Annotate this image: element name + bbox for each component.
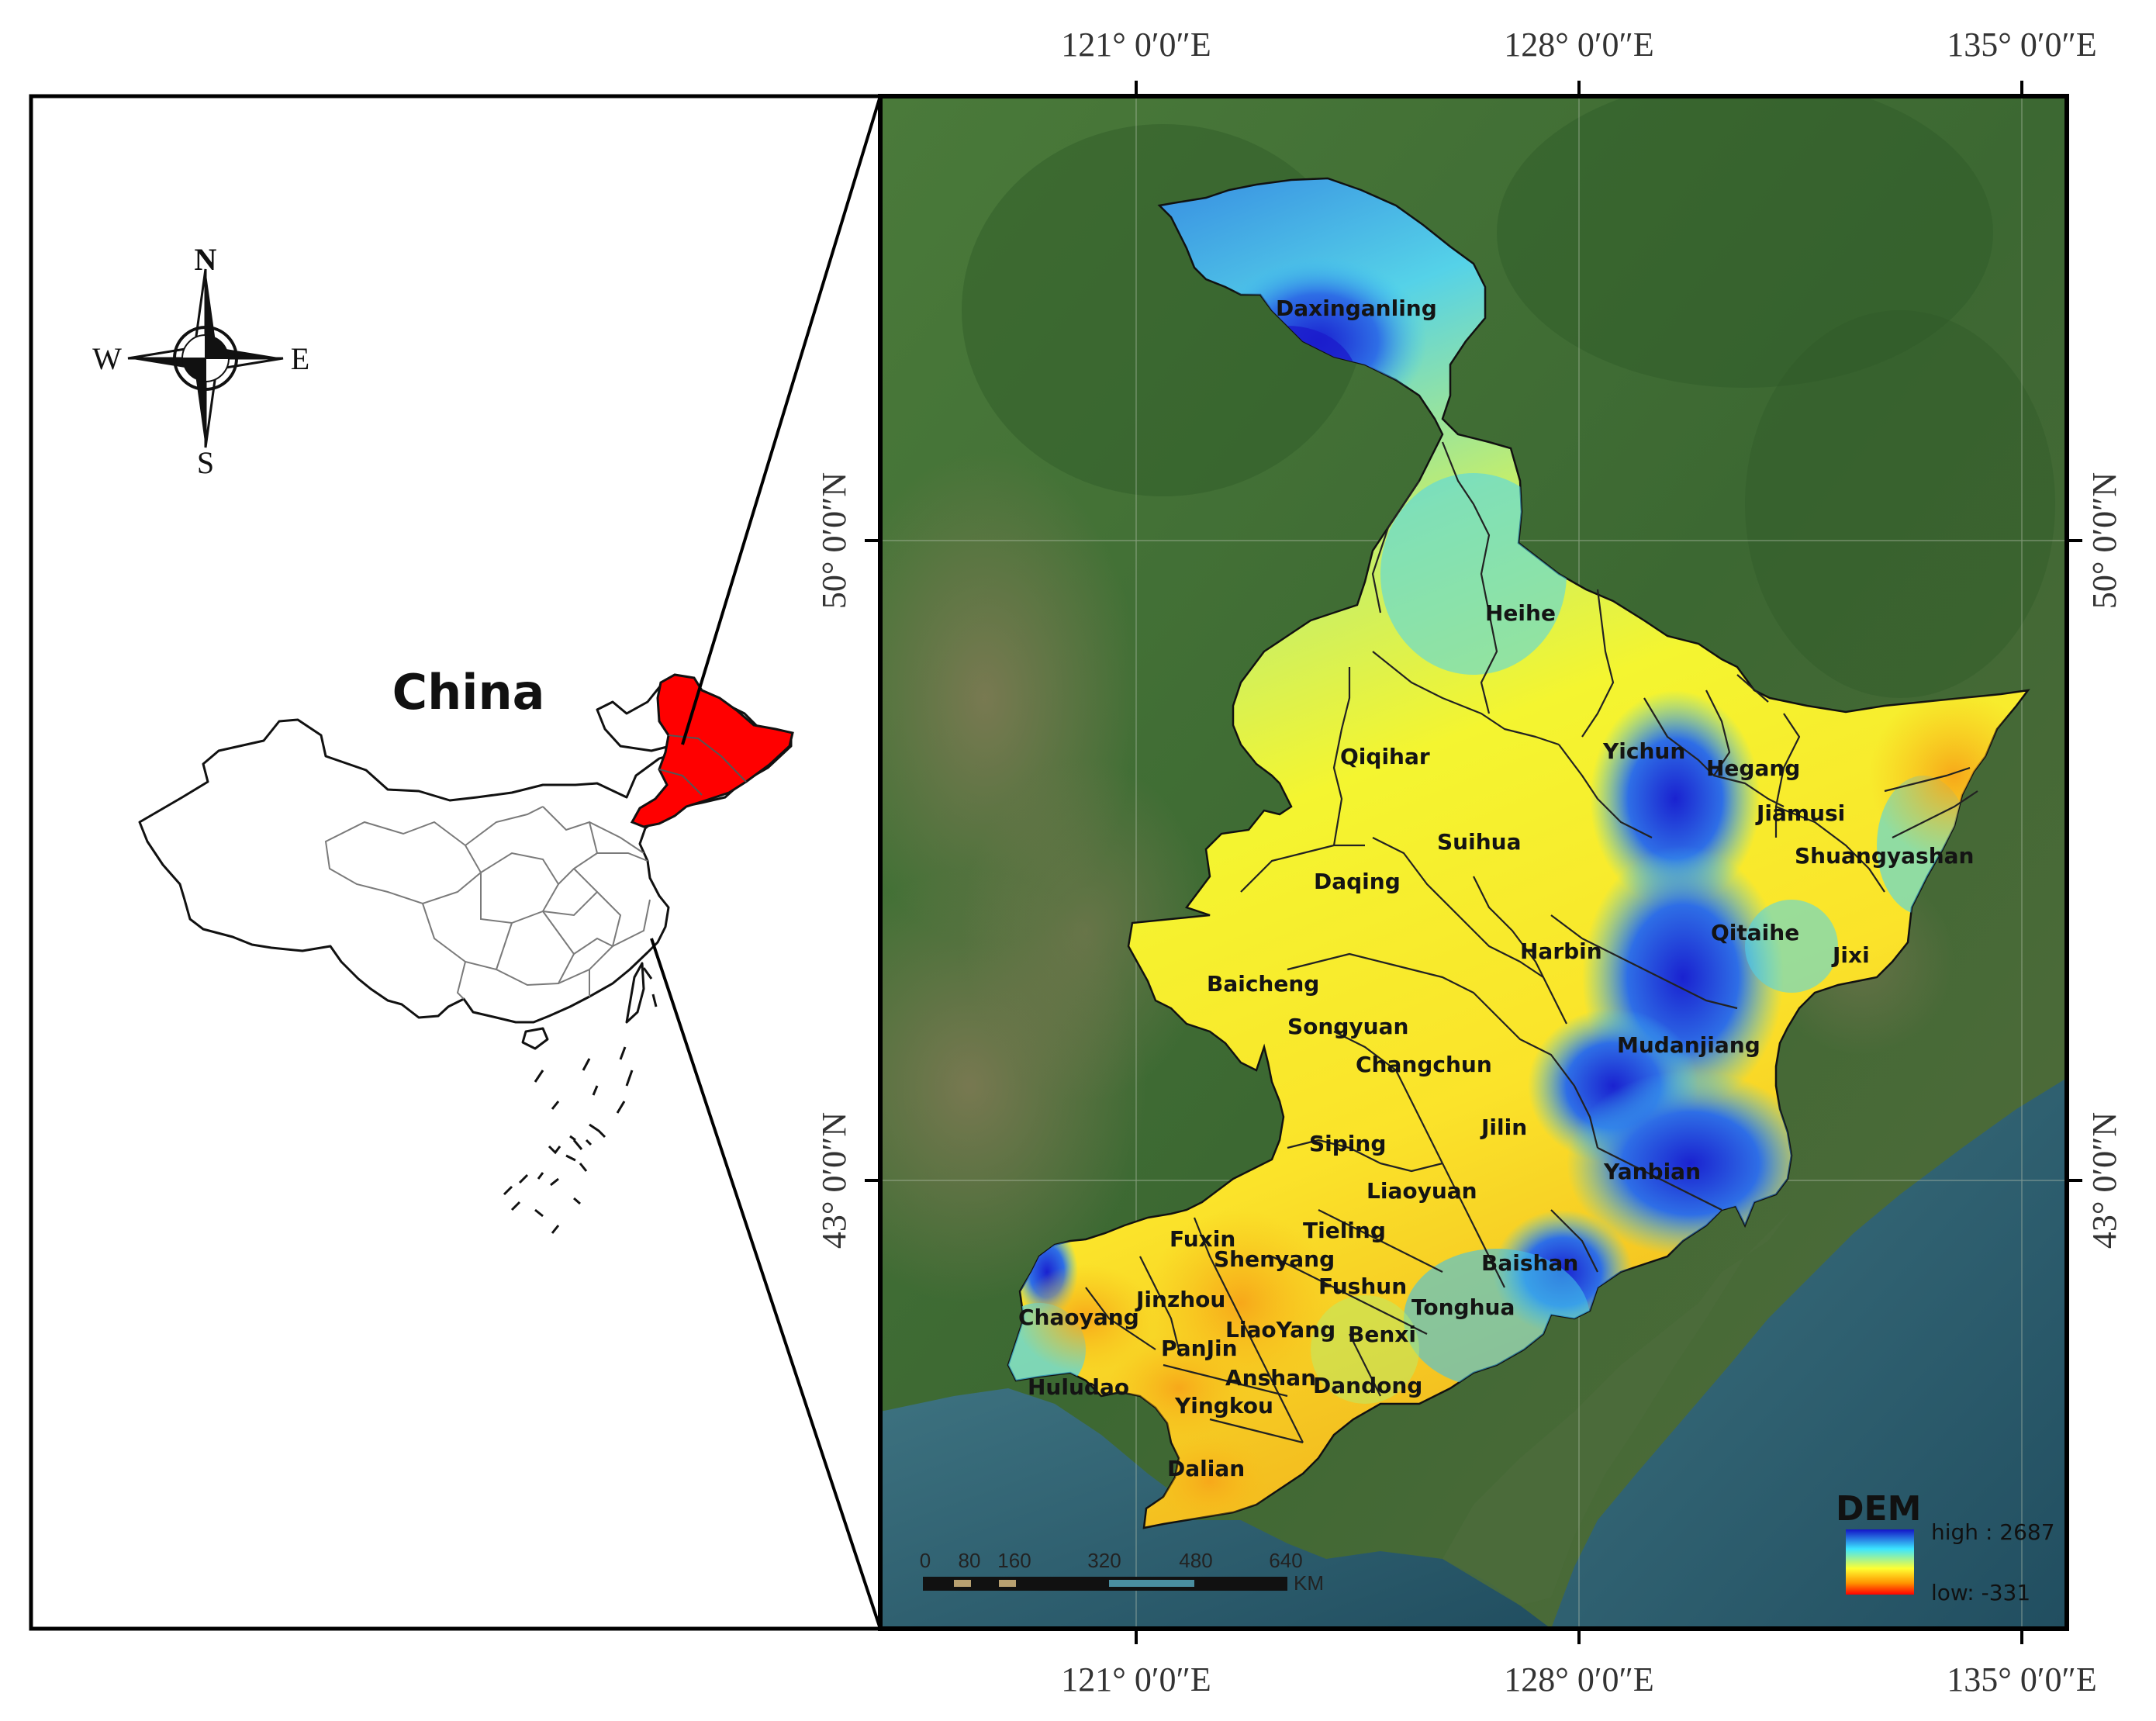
city-label-jinzhou: Jinzhou bbox=[1135, 1287, 1225, 1312]
city-label-suihua: Suihua bbox=[1437, 829, 1521, 855]
inset-country-label: China bbox=[392, 664, 545, 721]
city-label-jiamusi: Jiamusi bbox=[1755, 800, 1845, 826]
compass-south-label: S bbox=[197, 445, 214, 480]
connector-line-bottom bbox=[650, 938, 882, 1629]
longitude-label-bottom: 135° 0′0″E bbox=[1947, 1661, 2096, 1699]
compass-east-label: E bbox=[291, 341, 309, 376]
city-label-heihe: Heihe bbox=[1485, 600, 1556, 626]
city-label-tieling: Tieling bbox=[1303, 1218, 1386, 1243]
scale-bar: 0 80 160 320 480 640 KM bbox=[920, 1549, 1324, 1595]
longitude-label-top: 121° 0′0″E bbox=[1061, 26, 1211, 64]
latitude-label-left: 50° 0′0″N bbox=[815, 472, 853, 609]
graticule-ticks bbox=[865, 81, 2082, 1644]
city-label-liaoyang: LiaoYang bbox=[1225, 1317, 1335, 1343]
city-label-benxi: Benxi bbox=[1348, 1322, 1416, 1347]
longitude-label-top: 128° 0′0″E bbox=[1504, 26, 1653, 64]
latitude-label-right: 43° 0′0″N bbox=[2085, 1112, 2123, 1249]
city-label-daxinganling: Daxinganling bbox=[1276, 295, 1437, 321]
city-boundaries bbox=[1085, 441, 1978, 1444]
scale-tick-label: 320 bbox=[1087, 1549, 1121, 1572]
legend-high-label: high : 2687 bbox=[1931, 1519, 2055, 1545]
city-label-songyuan: Songyuan bbox=[1287, 1014, 1408, 1039]
scale-tick-label: 160 bbox=[997, 1549, 1031, 1572]
connector-line-top bbox=[681, 95, 882, 745]
legend-color-ramp bbox=[1846, 1529, 1914, 1595]
city-label-yanbian: Yanbian bbox=[1603, 1159, 1701, 1184]
compass-rose-icon bbox=[127, 268, 284, 448]
city-labels: Daxinganling Heihe Qiqihar Yichun Hegang… bbox=[1018, 295, 1974, 1481]
city-label-mudanjiang: Mudanjiang bbox=[1617, 1032, 1760, 1058]
scale-tick-label: 480 bbox=[1179, 1549, 1212, 1572]
city-label-huludao: Huludao bbox=[1028, 1374, 1129, 1400]
latitude-labels-left: 50° 0′0″N 43° 0′0″N bbox=[815, 472, 853, 1249]
latitude-labels-right: 50° 0′0″N 43° 0′0″N bbox=[2085, 472, 2123, 1249]
city-label-siping: Siping bbox=[1309, 1131, 1386, 1156]
city-label-baicheng: Baicheng bbox=[1207, 971, 1319, 997]
city-label-baishan: Baishan bbox=[1481, 1250, 1578, 1276]
city-label-qitaihe: Qitaihe bbox=[1711, 920, 1799, 945]
city-label-tonghua: Tonghua bbox=[1411, 1294, 1515, 1320]
city-label-changchun: Changchun bbox=[1356, 1052, 1492, 1077]
city-label-jixi: Jixi bbox=[1831, 942, 1870, 968]
longitude-labels-bottom: 121° 0′0″E 128° 0′0″E 135° 0′0″E bbox=[1061, 1661, 2096, 1699]
city-label-anshan: Anshan bbox=[1225, 1365, 1316, 1391]
longitude-labels-top: 121° 0′0″E 128° 0′0″E 135° 0′0″E bbox=[1061, 26, 2096, 64]
south-china-sea-islands bbox=[503, 967, 658, 1234]
city-label-yichun: Yichun bbox=[1602, 738, 1685, 764]
city-label-shenyang: Shenyang bbox=[1214, 1246, 1335, 1272]
dem-legend: DEM high : 2687 low: -331 bbox=[1836, 1489, 2055, 1605]
northeast-china-highlight bbox=[630, 673, 794, 828]
city-label-dalian: Dalian bbox=[1167, 1456, 1245, 1481]
latitude-label-left: 43° 0′0″N bbox=[815, 1112, 853, 1249]
longitude-label-top: 135° 0′0″E bbox=[1947, 26, 2096, 64]
city-label-panjin: PanJin bbox=[1161, 1336, 1238, 1361]
city-label-fuxin: Fuxin bbox=[1170, 1226, 1235, 1252]
city-label-jilin: Jilin bbox=[1480, 1115, 1527, 1140]
longitude-label-bottom: 121° 0′0″E bbox=[1061, 1661, 1211, 1699]
compass-north-label: N bbox=[195, 242, 217, 277]
city-label-shuangyashan: Shuangyashan bbox=[1795, 843, 1974, 869]
legend-title: DEM bbox=[1836, 1489, 1921, 1529]
city-label-qiqihar: Qiqihar bbox=[1340, 744, 1430, 769]
scale-tick-label: 640 bbox=[1269, 1549, 1302, 1572]
city-label-hegang: Hegang bbox=[1706, 755, 1800, 781]
city-label-liaoyuan: Liaoyuan bbox=[1367, 1178, 1477, 1204]
scale-unit-label: KM bbox=[1294, 1571, 1324, 1595]
china-province-lines bbox=[324, 806, 651, 1000]
city-label-fushun: Fushun bbox=[1318, 1273, 1407, 1299]
city-label-harbin: Harbin bbox=[1520, 938, 1602, 964]
scale-tick-label: 80 bbox=[959, 1549, 981, 1572]
longitude-label-bottom: 128° 0′0″E bbox=[1504, 1661, 1653, 1699]
city-label-daqing: Daqing bbox=[1314, 869, 1401, 894]
latitude-label-right: 50° 0′0″N bbox=[2085, 472, 2123, 609]
city-label-yingkou: Yingkou bbox=[1174, 1393, 1273, 1419]
city-label-dandong: Dandong bbox=[1313, 1373, 1422, 1398]
scale-tick-label: 0 bbox=[920, 1549, 931, 1572]
main-map-frame bbox=[878, 94, 2069, 1631]
compass-west-label: W bbox=[92, 341, 122, 376]
legend-low-label: low: -331 bbox=[1931, 1580, 2030, 1605]
city-label-chaoyang: Chaoyang bbox=[1018, 1305, 1139, 1330]
